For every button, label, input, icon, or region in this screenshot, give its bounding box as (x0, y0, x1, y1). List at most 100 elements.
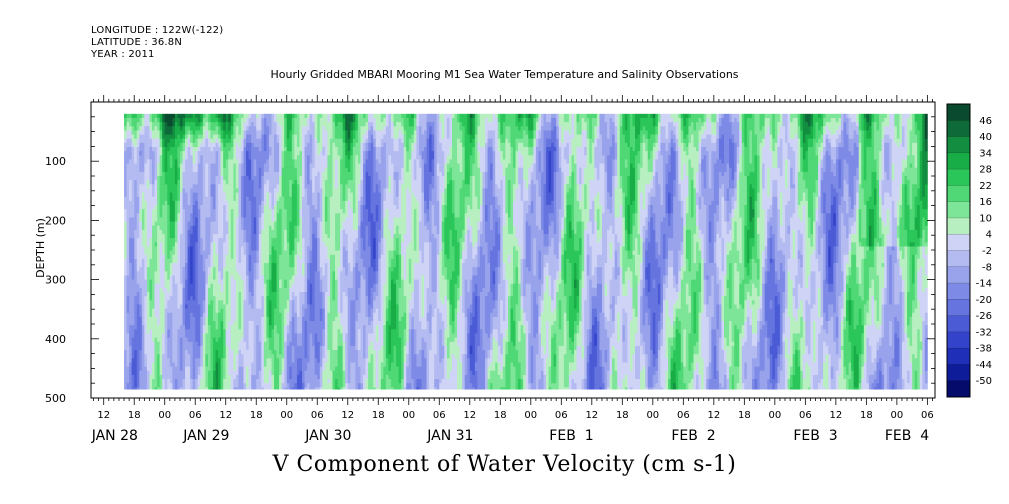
heatmap-cell (291, 113, 295, 119)
heatmap-cell (238, 225, 242, 231)
heatmap-cell (302, 155, 305, 160)
heatmap-cell (296, 287, 300, 293)
heatmap-cell (205, 350, 209, 355)
heatmap-cell (268, 341, 272, 347)
heatmap-cell (263, 366, 267, 372)
heatmap-cell (223, 229, 227, 235)
heatmap-cell (266, 209, 270, 214)
heatmap-cell (182, 225, 186, 231)
heatmap-cell (243, 146, 247, 152)
heatmap-cell (213, 271, 216, 276)
heatmap-cell (146, 366, 150, 372)
heatmap-cell (268, 345, 272, 351)
heatmap-cell (279, 146, 283, 152)
heatmap-cell (126, 350, 130, 355)
heatmap-cell (157, 258, 161, 264)
heatmap-cell (190, 312, 194, 318)
heatmap-cell (213, 192, 216, 198)
heatmap-cell (302, 379, 305, 384)
heatmap-cell (152, 113, 155, 119)
heatmap-cell (271, 333, 275, 339)
heatmap-cell (294, 366, 298, 372)
heatmap-cell (126, 200, 130, 206)
heatmap-cell (286, 271, 290, 276)
heatmap-cell (197, 321, 201, 326)
heatmap-cell (228, 358, 232, 363)
heatmap-cell (190, 163, 194, 169)
heatmap-cell (304, 300, 308, 305)
heatmap-cell (271, 184, 275, 189)
heatmap-cell (230, 308, 234, 314)
heatmap-cell (200, 217, 204, 222)
heatmap-cell (218, 287, 222, 293)
heatmap-cell (134, 362, 138, 368)
heatmap-cell (200, 117, 204, 123)
heatmap-cell (190, 345, 194, 351)
heatmap-cell (174, 113, 178, 119)
heatmap-cell (179, 138, 183, 144)
heatmap-cell (185, 184, 188, 189)
heatmap-cell (248, 374, 252, 380)
heatmap-cell (157, 180, 161, 185)
heatmap-cell (149, 126, 153, 131)
heatmap-cell (233, 126, 237, 131)
heatmap-cell (167, 225, 171, 231)
heatmap-cell (157, 321, 161, 326)
heatmap-cell (157, 122, 161, 127)
heatmap-cell (167, 200, 171, 206)
heatmap-cell (296, 304, 300, 309)
heatmap-cell (179, 316, 183, 322)
heatmap-cell (296, 271, 300, 276)
heatmap-cell (294, 263, 298, 268)
heatmap-cell (154, 138, 158, 144)
heatmap-cell (294, 341, 298, 347)
heatmap-cell (141, 113, 145, 119)
heatmap-cell (291, 300, 295, 305)
heatmap-cell (240, 387, 244, 390)
heatmap-cell (159, 242, 163, 247)
heatmap-cell (235, 316, 239, 322)
heatmap-cell (261, 142, 265, 148)
heatmap-cell (169, 134, 173, 140)
heatmap-cell (167, 370, 171, 376)
heatmap-cell (304, 312, 308, 318)
heatmap-cell (131, 205, 135, 210)
heatmap-cell (271, 362, 275, 368)
heatmap-cell (207, 113, 211, 119)
heatmap-cell (261, 329, 265, 334)
heatmap-cell (299, 325, 303, 330)
heatmap-cell (220, 250, 224, 256)
heatmap-cell (233, 362, 237, 368)
heatmap-cell (294, 383, 298, 388)
heatmap-cell (276, 134, 280, 140)
heatmap-cell (256, 196, 260, 202)
heatmap-cell (192, 213, 196, 218)
heatmap-cell (154, 250, 158, 256)
heatmap-cell (302, 354, 305, 359)
heatmap-cell (266, 296, 270, 301)
heatmap-cell (131, 316, 135, 322)
heatmap-cell (207, 383, 211, 388)
heatmap-cell (174, 287, 178, 293)
heatmap-cell (192, 246, 196, 251)
heatmap-cell (195, 258, 199, 264)
heatmap-cell (162, 180, 166, 185)
heatmap-cell (141, 155, 145, 160)
heatmap-cell (233, 246, 237, 251)
heatmap-cell (281, 345, 285, 351)
heatmap-cell (169, 350, 173, 355)
heatmap-cell (190, 287, 194, 293)
heatmap-cell (281, 142, 285, 148)
heatmap-cell (261, 209, 265, 214)
heatmap-cell (263, 312, 267, 318)
heatmap-cell (279, 383, 283, 388)
heatmap-cell (169, 167, 173, 173)
heatmap-cell (281, 246, 285, 251)
heatmap-cell (238, 238, 242, 243)
heatmap-cell (139, 379, 143, 384)
heatmap-cell (281, 155, 285, 160)
heatmap-cell (253, 130, 257, 135)
heatmap-cell (144, 275, 148, 280)
heatmap-cell (164, 321, 168, 326)
heatmap-cell (200, 321, 204, 326)
